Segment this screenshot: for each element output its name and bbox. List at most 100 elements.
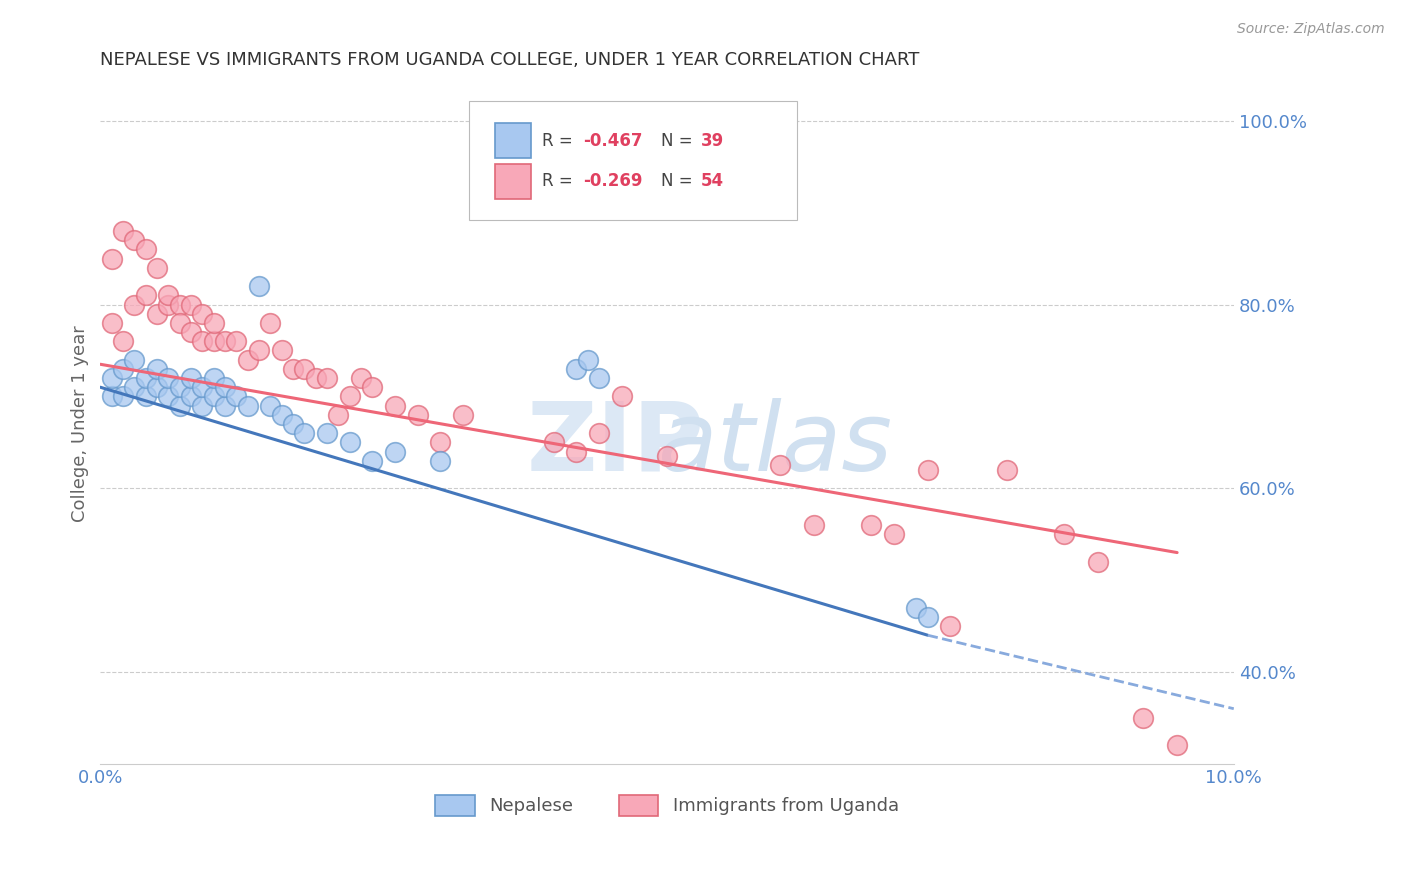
Point xyxy=(100,389,122,403)
Text: Source: ZipAtlas.com: Source: ZipAtlas.com xyxy=(1237,22,1385,37)
Point xyxy=(100,316,122,330)
Point xyxy=(225,389,247,403)
Point xyxy=(180,325,202,339)
Point xyxy=(860,518,883,533)
Point xyxy=(111,362,134,376)
Point xyxy=(214,399,236,413)
Point xyxy=(270,343,292,358)
Point xyxy=(939,619,962,633)
FancyBboxPatch shape xyxy=(468,101,797,220)
Point xyxy=(1132,711,1154,725)
Text: -0.269: -0.269 xyxy=(583,172,643,190)
Point xyxy=(361,380,384,394)
Point xyxy=(214,334,236,349)
Point xyxy=(180,389,202,403)
Point xyxy=(180,371,202,385)
Text: N =: N = xyxy=(661,172,699,190)
Point xyxy=(202,371,225,385)
Point xyxy=(191,334,214,349)
Point xyxy=(124,352,146,367)
Point xyxy=(316,426,339,441)
Point xyxy=(225,334,247,349)
Point xyxy=(124,233,146,247)
Point xyxy=(406,408,429,422)
Point xyxy=(111,334,134,349)
Point xyxy=(1053,527,1076,541)
Point xyxy=(146,362,169,376)
Point xyxy=(281,362,304,376)
Point xyxy=(214,380,236,394)
Point xyxy=(610,389,633,403)
Point xyxy=(905,600,928,615)
Point xyxy=(429,435,451,450)
Point xyxy=(451,408,474,422)
Point xyxy=(1087,555,1109,569)
Text: R =: R = xyxy=(543,172,578,190)
Point xyxy=(384,399,406,413)
Point xyxy=(259,316,281,330)
Point xyxy=(202,316,225,330)
Text: ZIP: ZIP xyxy=(527,398,704,491)
Point xyxy=(429,453,451,467)
Point xyxy=(316,371,339,385)
Point xyxy=(191,307,214,321)
Point xyxy=(124,297,146,311)
Text: 54: 54 xyxy=(702,172,724,190)
Point xyxy=(655,449,678,463)
Point xyxy=(146,260,169,275)
Point xyxy=(339,389,361,403)
Point xyxy=(803,518,825,533)
Point xyxy=(247,279,270,293)
Point xyxy=(259,399,281,413)
Point xyxy=(292,426,315,441)
Point xyxy=(281,417,304,431)
Point xyxy=(883,527,905,541)
Point xyxy=(543,435,565,450)
Text: N =: N = xyxy=(661,131,699,150)
Point xyxy=(588,426,610,441)
Point xyxy=(769,458,792,473)
Point xyxy=(565,362,588,376)
Point xyxy=(169,380,191,394)
Y-axis label: College, Under 1 year: College, Under 1 year xyxy=(72,326,89,523)
Text: 39: 39 xyxy=(702,131,724,150)
Point xyxy=(917,463,939,477)
Text: R =: R = xyxy=(543,131,578,150)
Point xyxy=(236,399,259,413)
Point xyxy=(236,352,259,367)
Text: -0.467: -0.467 xyxy=(583,131,643,150)
Point xyxy=(328,408,350,422)
FancyBboxPatch shape xyxy=(495,163,531,199)
Point xyxy=(135,288,157,302)
Point xyxy=(339,435,361,450)
Point xyxy=(100,371,122,385)
Point xyxy=(191,399,214,413)
Point xyxy=(135,371,157,385)
Point xyxy=(111,389,134,403)
Point xyxy=(247,343,270,358)
Point xyxy=(180,297,202,311)
Point xyxy=(146,307,169,321)
Point xyxy=(157,371,180,385)
Point xyxy=(588,371,610,385)
Point xyxy=(135,243,157,257)
Point xyxy=(361,453,384,467)
Legend: Nepalese, Immigrants from Uganda: Nepalese, Immigrants from Uganda xyxy=(427,788,905,822)
Point xyxy=(111,224,134,238)
Point xyxy=(1166,739,1188,753)
Text: atlas: atlas xyxy=(657,398,893,491)
Point xyxy=(146,380,169,394)
FancyBboxPatch shape xyxy=(495,123,531,158)
Point xyxy=(202,389,225,403)
Point xyxy=(202,334,225,349)
Point xyxy=(124,380,146,394)
Point xyxy=(157,297,180,311)
Point xyxy=(135,389,157,403)
Point xyxy=(995,463,1018,477)
Point xyxy=(169,297,191,311)
Point xyxy=(350,371,373,385)
Point xyxy=(576,352,599,367)
Point xyxy=(191,380,214,394)
Point xyxy=(305,371,328,385)
Point xyxy=(292,362,315,376)
